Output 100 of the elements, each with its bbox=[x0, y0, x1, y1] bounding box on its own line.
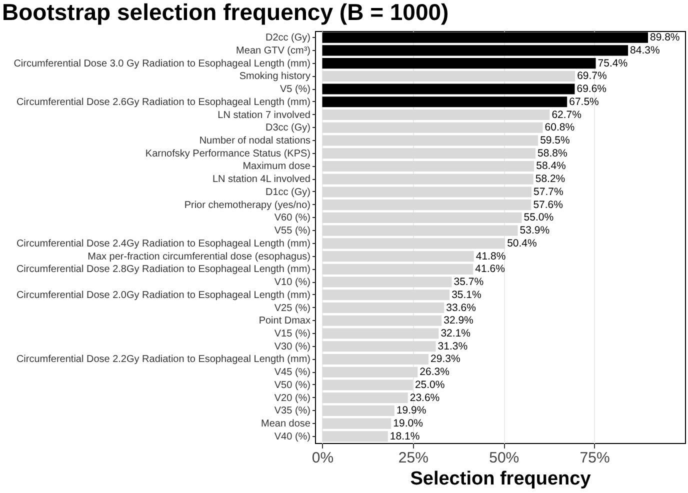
data-label: 31.3% bbox=[438, 340, 468, 352]
y-tick-label: Karnofsky Performance Status (KPS) bbox=[145, 148, 310, 160]
y-tick-label: V35 (%) bbox=[274, 406, 310, 417]
data-label: 19.9% bbox=[396, 404, 426, 417]
y-tick-label: V50 (%) bbox=[274, 380, 310, 391]
bar bbox=[322, 290, 450, 300]
x-tick-label: 0% bbox=[312, 450, 334, 466]
y-tick-label: Point Dmax bbox=[258, 316, 310, 327]
data-label: 23.6% bbox=[410, 392, 440, 404]
data-label: 26.3% bbox=[420, 366, 450, 378]
y-tick-label: Circumferential Dose 2.4Gy Radiation to Esophageal Length (mm) bbox=[16, 238, 310, 250]
bar bbox=[322, 354, 429, 365]
bar bbox=[322, 264, 474, 274]
y-tick-label: Circumferential Dose 2.0Gy Radiation to Esophageal Length (mm) bbox=[16, 290, 310, 301]
bar bbox=[322, 148, 536, 159]
y-tick-label: V20 (%) bbox=[274, 392, 310, 404]
data-label: 57.7% bbox=[534, 186, 564, 198]
bar bbox=[322, 366, 418, 378]
data-label: 58.2% bbox=[535, 173, 566, 186]
y-tick-label: V45 (%) bbox=[274, 367, 310, 378]
y-tick-label: V5 (%) bbox=[280, 84, 310, 96]
data-label: 18.1% bbox=[390, 430, 420, 442]
bar bbox=[322, 58, 596, 69]
data-label: 58.8% bbox=[538, 147, 568, 160]
chart-title: Bootstrap selection frequency (B = 1000) bbox=[2, 0, 449, 25]
data-label: 55.0% bbox=[524, 212, 554, 224]
y-tick-label: D3cc (Gy) bbox=[266, 122, 310, 134]
y-tick-label: Maximum dose bbox=[242, 161, 311, 172]
data-label: 25.0% bbox=[414, 378, 445, 391]
y-tick-label: Mean dose bbox=[261, 418, 311, 430]
y-tick-label: Max per-fraction circumferential dose (esophagus) bbox=[88, 251, 310, 262]
bar bbox=[322, 315, 442, 326]
data-label: 75.4% bbox=[598, 57, 628, 70]
data-label: 50.4% bbox=[507, 237, 537, 250]
y-tick-label: Circumferential Dose 2.6Gy Radiation to Esophageal Length (mm) bbox=[16, 96, 310, 108]
y-tick-label: D1cc (Gy) bbox=[266, 186, 310, 198]
x-axis-title: Selection frequency bbox=[410, 468, 592, 490]
bar bbox=[322, 251, 474, 262]
y-tick-label: V60 (%) bbox=[274, 212, 310, 224]
data-label: 53.9% bbox=[520, 224, 550, 237]
data-label: 29.3% bbox=[430, 353, 460, 366]
bar bbox=[322, 135, 538, 146]
x-tick-label: 25% bbox=[398, 450, 428, 466]
y-tick-label: Circumferential Dose 2.2Gy Radiation to Esophageal Length (mm) bbox=[16, 354, 310, 366]
data-label: 19.0% bbox=[393, 418, 423, 430]
bar bbox=[322, 405, 394, 416]
data-label: 35.7% bbox=[454, 276, 484, 288]
bar bbox=[322, 186, 532, 198]
y-tick-label: LN station 7 involved bbox=[218, 110, 310, 121]
bar bbox=[322, 96, 568, 108]
data-label: 59.5% bbox=[540, 134, 570, 146]
data-label: 62.7% bbox=[552, 108, 582, 121]
y-tick-label: V15 (%) bbox=[274, 328, 310, 340]
bar bbox=[322, 109, 550, 120]
y-tick-label: Prior chemotherapy (yes/no) bbox=[184, 200, 310, 211]
y-tick-label: Circumferential Dose 2.8Gy Radiation to Esophageal Length (mm) bbox=[16, 264, 310, 276]
data-label: 69.6% bbox=[576, 83, 607, 96]
y-tick-label: Smoking history bbox=[239, 71, 310, 82]
y-tick-label: V55 (%) bbox=[274, 226, 310, 237]
bar bbox=[322, 380, 413, 390]
y-tick-label: V40 (%) bbox=[274, 431, 310, 442]
data-label: 41.6% bbox=[475, 263, 505, 276]
y-tick-label: Mean GTV (cm³) bbox=[236, 45, 310, 56]
data-label: 58.4% bbox=[536, 160, 566, 172]
data-label: 60.8% bbox=[544, 122, 575, 134]
y-tick-label: V30 (%) bbox=[274, 341, 310, 352]
bar bbox=[322, 70, 576, 82]
data-label: 57.6% bbox=[533, 198, 563, 211]
bar bbox=[322, 341, 436, 352]
data-label: 69.7% bbox=[577, 70, 607, 82]
bar bbox=[322, 225, 518, 236]
y-tick-label: V10 (%) bbox=[274, 277, 310, 288]
bar bbox=[322, 418, 392, 429]
bar bbox=[322, 212, 522, 223]
bar bbox=[322, 392, 408, 404]
data-label: 32.9% bbox=[444, 314, 474, 327]
y-tick-label: Circumferential Dose 3.0 Gy Radiation to Esophageal Length (mm) bbox=[14, 58, 310, 70]
data-label: 32.1% bbox=[440, 328, 470, 340]
data-label: 67.5% bbox=[569, 96, 599, 108]
bar bbox=[322, 238, 506, 249]
data-label: 89.8% bbox=[650, 32, 680, 44]
bar bbox=[322, 328, 439, 339]
bar bbox=[322, 45, 628, 56]
bar bbox=[322, 160, 534, 172]
bar bbox=[322, 276, 452, 288]
bar bbox=[322, 431, 388, 442]
data-label: 35.1% bbox=[452, 288, 482, 301]
bar bbox=[322, 122, 543, 133]
bar bbox=[322, 200, 532, 210]
y-tick-label: LN station 4L involved bbox=[212, 174, 310, 186]
y-tick-label: Number of nodal stations bbox=[199, 136, 310, 146]
bar bbox=[322, 84, 575, 94]
data-label: 41.8% bbox=[476, 250, 506, 262]
x-tick-label: 50% bbox=[489, 450, 520, 466]
y-tick-label: V25 (%) bbox=[274, 302, 310, 314]
y-tick-label: D2cc (Gy) bbox=[266, 32, 310, 44]
x-tick-label: 75% bbox=[580, 450, 610, 466]
bar bbox=[322, 174, 534, 184]
data-label: 33.6% bbox=[446, 302, 476, 314]
bar bbox=[322, 302, 444, 314]
